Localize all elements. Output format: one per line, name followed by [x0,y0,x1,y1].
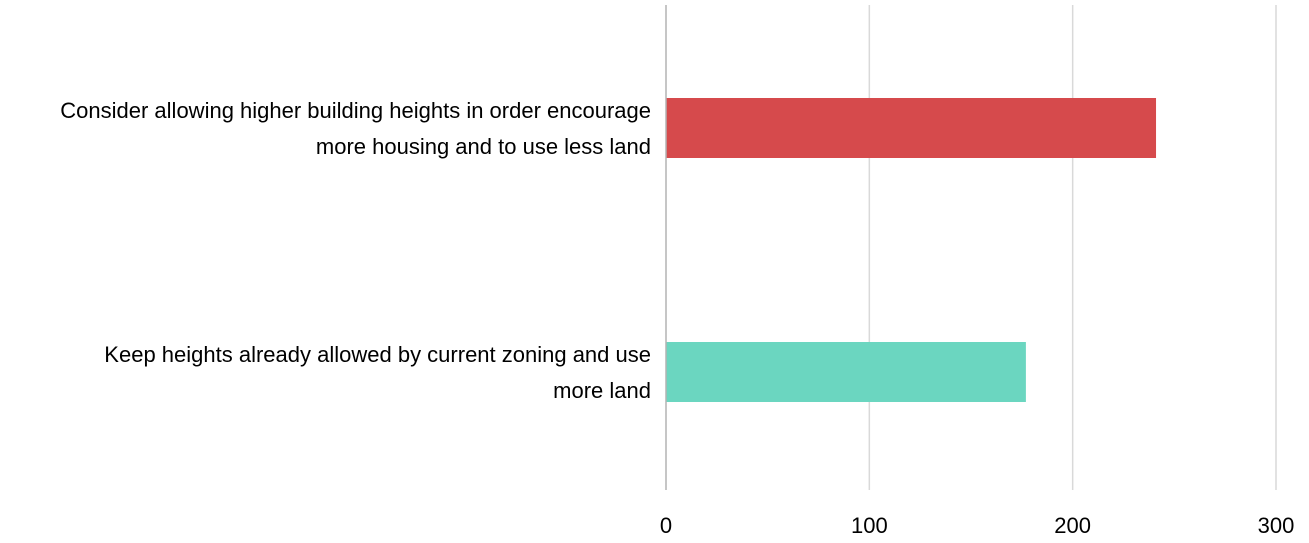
x-tick-label-0: 0 [660,513,672,538]
category-label-1-line-1: Consider allowing higher building height… [60,98,651,123]
bars [666,98,1157,402]
category-label-1-line-2: more housing and to use less land [316,134,651,159]
category-labels: Consider allowing higher building height… [60,98,651,403]
gridlines [868,5,1277,490]
x-tick-label-300: 300 [1258,513,1295,538]
bar-2 [666,342,1026,402]
x-tick-labels: 0 100 200 300 [660,513,1294,538]
x-tick-label-100: 100 [851,513,888,538]
category-label-2-line-2: more land [553,378,651,403]
category-label-2-line-1: Keep heights already allowed by current … [104,342,651,367]
x-tick-label-200: 200 [1054,513,1091,538]
bar-1 [666,98,1157,158]
